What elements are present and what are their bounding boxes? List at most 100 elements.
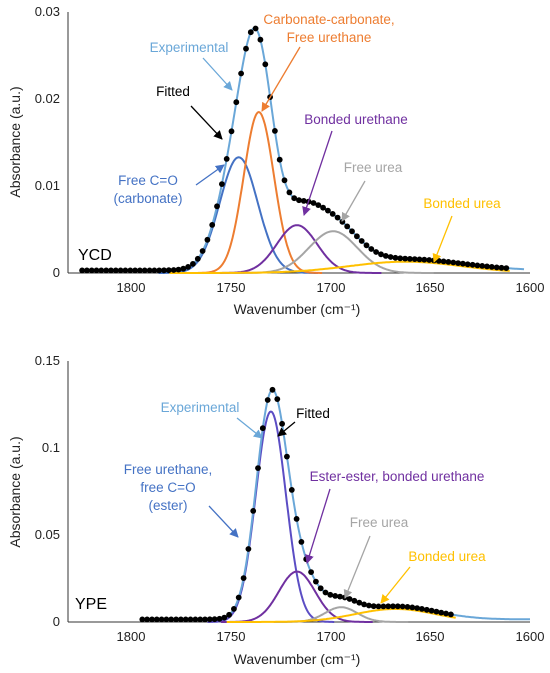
y-tick-label: 0.03 <box>35 4 60 19</box>
fitted-point <box>380 603 387 610</box>
fitted-point <box>269 386 276 393</box>
fitted-point <box>351 597 358 604</box>
fitted-point <box>139 616 146 623</box>
fitted-point <box>122 267 129 274</box>
experimental-line <box>142 388 530 621</box>
fitted-point <box>448 611 454 618</box>
fitted-point <box>428 607 435 614</box>
fitted-point <box>221 614 228 621</box>
annotation-free-urea: Free urea <box>341 160 403 222</box>
annotation-ester-ester: Ester-ester, bonded urethane <box>305 469 484 564</box>
annotation-line: Free urea <box>344 160 403 175</box>
x-axis-title: Wavenumber (cm⁻¹) <box>234 651 361 667</box>
x-tick-label: 1750 <box>217 629 246 644</box>
fitted-point <box>117 267 124 274</box>
annotation-line: Fitted <box>156 84 190 99</box>
panel-label: YPE <box>75 596 107 613</box>
fitted-point <box>161 267 167 274</box>
x-axis-title: Wavenumber (cm⁻¹) <box>234 301 361 317</box>
annotation-label: Bonded urea <box>423 196 501 211</box>
fitted-point <box>180 265 187 272</box>
fitted-point <box>141 267 148 274</box>
fitted-point <box>414 605 420 611</box>
fitted-point <box>255 465 261 471</box>
fitted-point <box>112 267 119 274</box>
fitted-point <box>281 177 288 184</box>
annotation-line: (carbonate) <box>113 191 182 206</box>
annotation-free-urethane: Free urethane, free C=O (ester) <box>124 462 239 538</box>
fitted-point <box>464 261 471 268</box>
fitted-point <box>194 255 201 262</box>
fitted-point <box>450 259 457 266</box>
annotation-label: Experimental <box>161 400 240 415</box>
x-tick-label: 1650 <box>416 629 445 644</box>
annotation-bonded-urea: Bonded urea <box>380 549 486 604</box>
annotation-arrow <box>305 488 331 564</box>
component-peak-line <box>158 156 319 274</box>
annotation-label: Free C=O (carbonate) <box>113 173 182 206</box>
fitted-point <box>247 29 254 36</box>
fitted-point <box>366 602 372 609</box>
experimental-line <box>82 27 525 272</box>
fitted-point <box>370 603 377 610</box>
fitted-point <box>354 233 360 240</box>
fitted-point <box>484 263 490 270</box>
y-tick-label: 0.15 <box>35 353 60 368</box>
annotation-arrow <box>432 215 453 263</box>
plot-area <box>79 25 525 274</box>
annotation-free-c-o: Free C=O (carbonate) <box>113 164 225 206</box>
fitted-point <box>404 604 411 610</box>
chart-panel-ycd: 0 0.01 0.02 0.03 1800 1750 1700 1650 160… <box>7 4 544 317</box>
fitted-point <box>332 593 339 599</box>
y-tick-label: 0.1 <box>42 440 60 455</box>
annotation-label: Fitted <box>156 84 190 99</box>
fitted-point <box>274 396 281 402</box>
fitted-point <box>443 610 449 617</box>
fitted-point <box>390 603 396 610</box>
fitted-point <box>392 254 399 261</box>
fitted-point <box>308 569 314 575</box>
x-tick-label: 1650 <box>416 280 445 295</box>
annotation-fitted: Fitted <box>156 84 223 140</box>
fitted-point <box>460 260 466 267</box>
fitted-point <box>214 203 220 210</box>
fitted-point <box>206 616 213 623</box>
fitted-point <box>211 616 218 623</box>
fitted-point <box>421 256 428 263</box>
fitted-point <box>378 251 384 258</box>
annotation-label: Bonded urethane <box>304 112 408 127</box>
fitted-point <box>216 615 223 622</box>
annotation-arrow <box>302 130 333 216</box>
fitted-point <box>349 228 355 235</box>
fitted-point <box>149 616 155 623</box>
x-tick-label: 1800 <box>117 629 146 644</box>
annotation-arrow <box>277 421 296 437</box>
annotation-arrow <box>195 164 225 186</box>
fitted-point <box>498 264 505 271</box>
y-tick-label: 0.01 <box>35 178 60 193</box>
annotation-free-urea: Free urea <box>343 515 409 599</box>
fitted-point <box>250 508 257 514</box>
fitted-point <box>356 599 363 606</box>
fitted-point <box>84 267 90 274</box>
fitted-point <box>146 267 153 274</box>
fitted-point <box>493 264 500 271</box>
fitted-point <box>264 397 271 403</box>
annotation-arrow <box>236 417 263 439</box>
fitted-point <box>327 591 334 598</box>
fitted-point <box>315 202 322 209</box>
annotation-label: Fitted <box>296 406 330 421</box>
fitted-point <box>257 36 264 43</box>
fitted-point <box>399 603 406 610</box>
annotation-experimental: Experimental <box>150 40 233 91</box>
fitted-point <box>310 200 317 206</box>
annotation-line: Experimental <box>150 40 229 55</box>
fitted-point <box>127 267 134 274</box>
annotation-label: Free urea <box>344 160 403 175</box>
annotation-arrow <box>202 57 233 91</box>
fitted-point <box>488 264 495 270</box>
y-tick-label: 0.02 <box>35 91 60 106</box>
fitted-point <box>245 546 252 552</box>
fitted-point <box>320 204 326 211</box>
fitted-point <box>170 267 177 273</box>
